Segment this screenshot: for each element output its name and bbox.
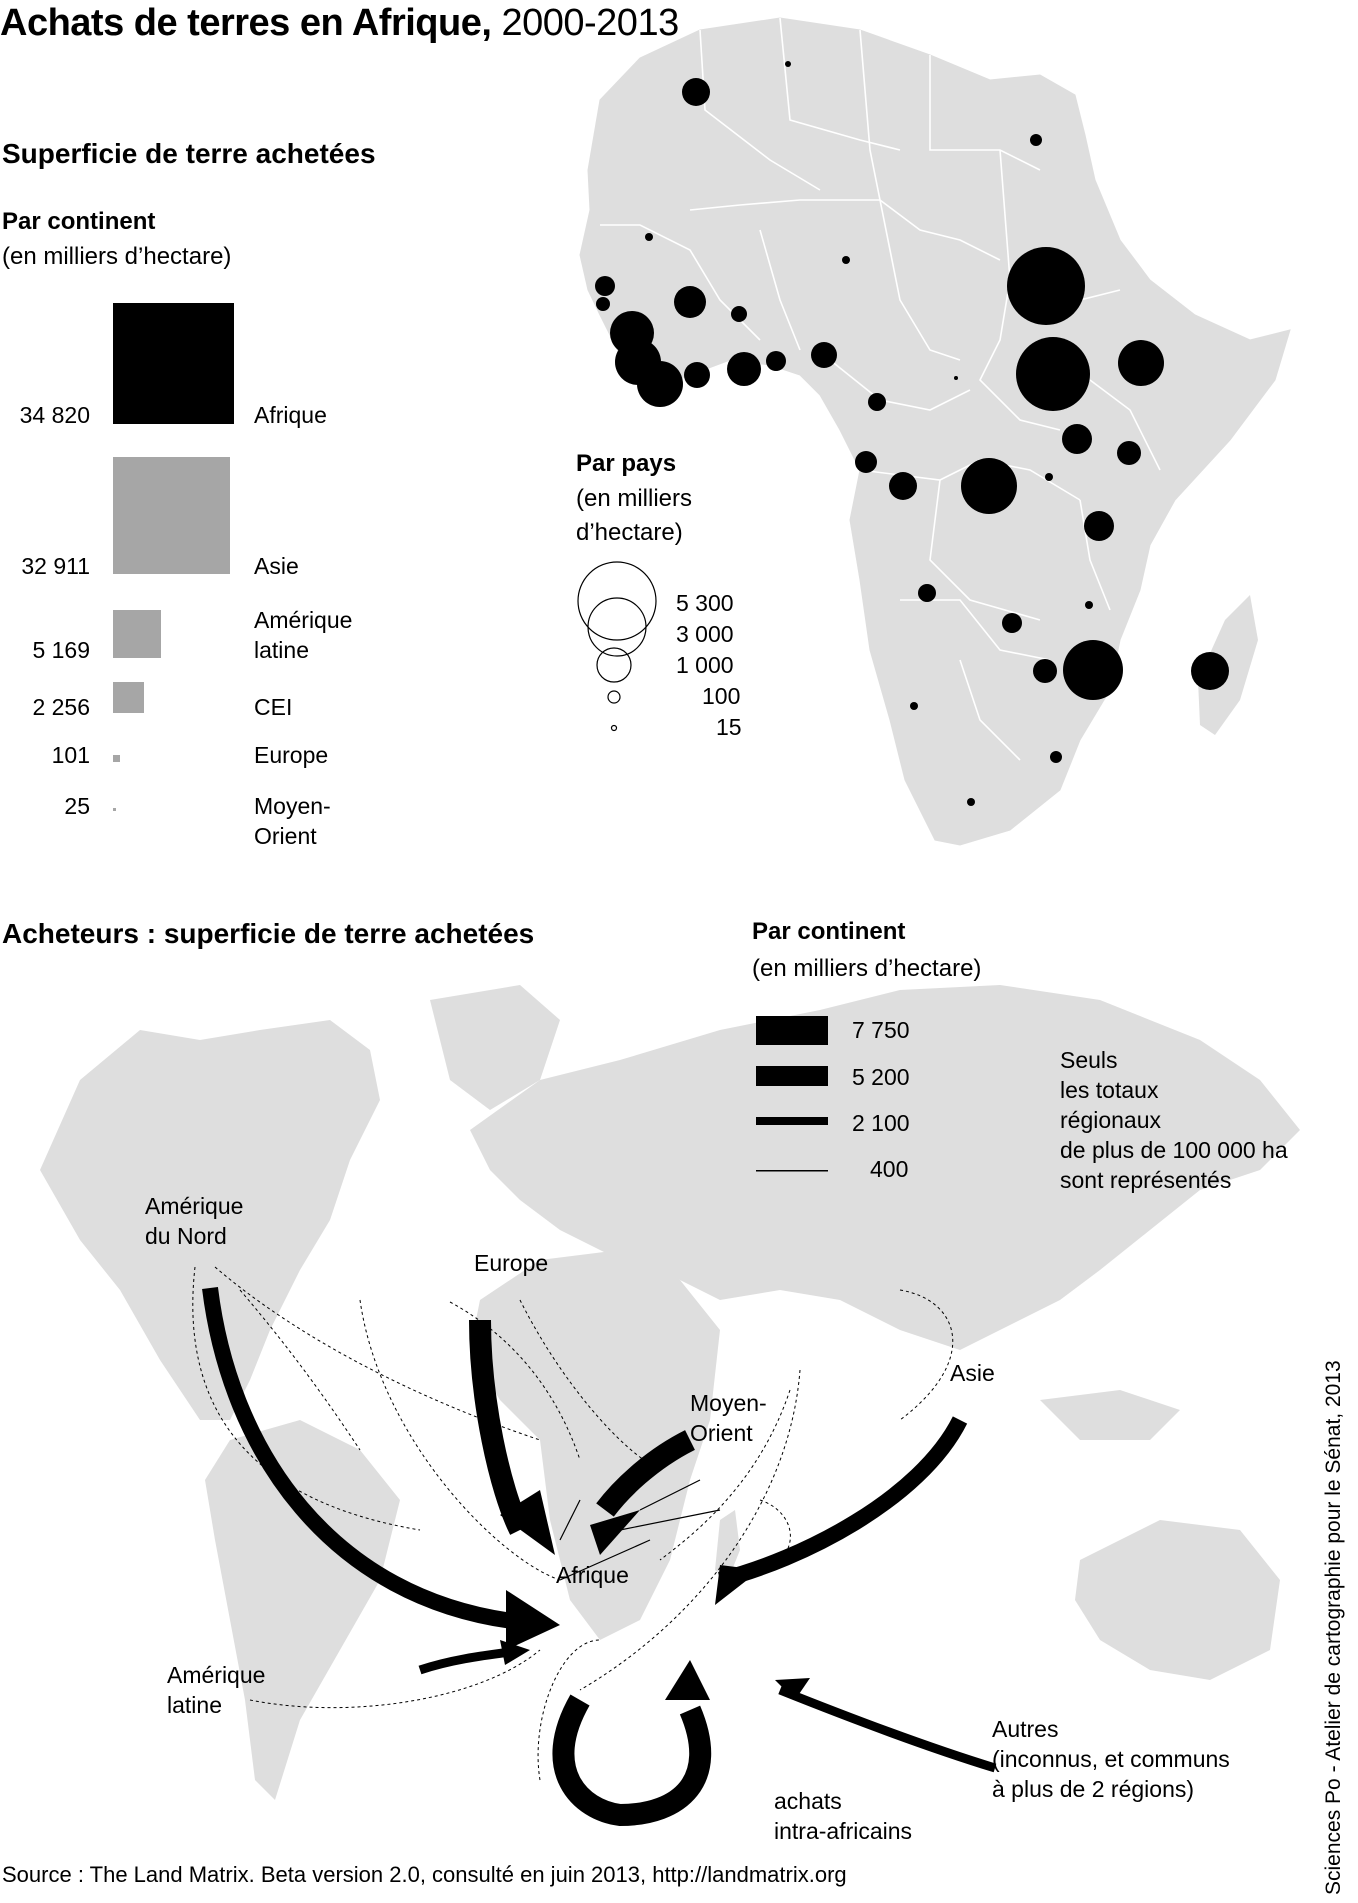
square-afrique bbox=[113, 303, 234, 424]
value-asie: 32 911 bbox=[21, 553, 90, 579]
country-legend-heading: Par pays bbox=[576, 450, 677, 477]
continent-legend-unit: (en milliers d’hectare) bbox=[2, 243, 232, 270]
flow-asie bbox=[718, 1416, 968, 1588]
label-moyen-orient-2: Orient bbox=[254, 823, 317, 849]
title-main: Achats de terres en Afrique, bbox=[0, 2, 492, 44]
africa-map bbox=[579, 17, 1291, 846]
label-afrique-flow: Afrique bbox=[556, 1562, 629, 1588]
flow-legend-label-5200: 5 200 bbox=[852, 1064, 910, 1090]
flow-amerique-latine bbox=[418, 1647, 511, 1675]
label-europe-flow: Europe bbox=[474, 1250, 549, 1276]
note-line-3: régionaux bbox=[1060, 1107, 1162, 1133]
flow-legend-400 bbox=[756, 1170, 828, 1172]
flow-legend-2100 bbox=[756, 1117, 828, 1125]
label-amerique-du-nord-1: Amérique bbox=[145, 1193, 244, 1219]
square-amerique-latine bbox=[113, 610, 161, 658]
label-amerique-latine-2: latine bbox=[254, 637, 309, 663]
small-flows bbox=[559, 1479, 721, 1581]
label-europe: Europe bbox=[254, 742, 329, 768]
arrow-heads bbox=[500, 1490, 810, 1700]
circle-legend-5300: 5 300 bbox=[676, 590, 734, 616]
value-europe: 101 bbox=[51, 742, 90, 768]
flow-legend-7750 bbox=[756, 1016, 828, 1045]
circle-legend-1000: 1 000 bbox=[676, 652, 734, 678]
square-europe bbox=[113, 755, 120, 762]
page-title: Achats de terres en Afrique, 2000-2013 bbox=[0, 2, 679, 45]
flow-amerique-du-nord bbox=[202, 1287, 521, 1630]
label-intra-1: achats bbox=[774, 1788, 842, 1814]
note-line-2: les totaux bbox=[1060, 1077, 1159, 1103]
source-note: Source : The Land Matrix. Beta version 2… bbox=[2, 1862, 847, 1887]
circle-legend-100: 100 bbox=[702, 683, 741, 709]
flow-legend-5200 bbox=[756, 1066, 828, 1086]
continent-legend-heading: Par continent bbox=[2, 208, 156, 235]
label-cei: CEI bbox=[254, 694, 293, 720]
flow-legend-heading: Par continent bbox=[752, 918, 906, 945]
square-cei bbox=[113, 682, 144, 713]
circle-size-legend bbox=[577, 561, 657, 732]
label-amerique-latine-flow-2: latine bbox=[167, 1692, 222, 1718]
note-line-1: Seuls bbox=[1060, 1047, 1118, 1073]
label-moyen-orient-flow-1: Moyen- bbox=[690, 1390, 767, 1416]
credit-note: Sciences Po - Atelier de cartographie po… bbox=[1322, 1360, 1345, 1895]
country-legend-unit-1: (en milliers bbox=[576, 485, 693, 512]
country-legend-unit-2: d’hectare) bbox=[576, 519, 683, 546]
world-map bbox=[40, 985, 1300, 1800]
value-afrique: 34 820 bbox=[19, 402, 90, 428]
label-autres-3: à plus de 2 régions) bbox=[992, 1776, 1195, 1802]
label-autres-2: (inconnus, et communs bbox=[992, 1746, 1230, 1772]
label-amerique-du-nord-2: du Nord bbox=[145, 1223, 227, 1249]
label-intra-2: intra-africains bbox=[774, 1818, 913, 1844]
label-moyen-orient-flow-2: Orient bbox=[690, 1420, 753, 1446]
title-years: 2000-2013 bbox=[501, 2, 679, 44]
flow-intra-africain bbox=[552, 1694, 712, 1827]
flow-legend-label-7750: 7 750 bbox=[852, 1017, 910, 1043]
label-autres-1: Autres bbox=[992, 1716, 1059, 1742]
section2-heading: Acheteurs : superficie de terre achetées bbox=[2, 918, 535, 949]
circle-legend-3000: 3 000 bbox=[676, 621, 734, 647]
flow-legend-label-2100: 2 100 bbox=[852, 1110, 910, 1136]
label-amerique-latine-1: Amérique bbox=[254, 607, 353, 633]
label-asie-flow: Asie bbox=[950, 1360, 995, 1386]
label-moyen-orient-1: Moyen- bbox=[254, 793, 331, 819]
section1-heading: Superficie de terre achetées bbox=[2, 138, 376, 169]
label-afrique: Afrique bbox=[254, 402, 327, 428]
circle-legend-15: 15 bbox=[716, 714, 742, 740]
value-amerique-latine: 5 169 bbox=[32, 637, 90, 663]
label-asie: Asie bbox=[254, 553, 299, 579]
label-amerique-latine-flow-1: Amérique bbox=[167, 1662, 266, 1688]
flow-moyen-orient bbox=[596, 1430, 696, 1517]
square-asie bbox=[113, 457, 230, 574]
value-moyen-orient: 25 bbox=[64, 793, 90, 819]
square-moyen-orient bbox=[113, 808, 116, 811]
flow-legend-unit: (en milliers d’hectare) bbox=[752, 955, 982, 982]
country-circles bbox=[595, 61, 1229, 806]
note-line-4: de plus de 100 000 ha bbox=[1060, 1137, 1288, 1163]
value-cei: 2 256 bbox=[32, 694, 90, 720]
flow-autres bbox=[778, 1685, 997, 1773]
note-line-5: sont représentés bbox=[1060, 1167, 1232, 1193]
flow-legend-label-400: 400 bbox=[870, 1156, 909, 1182]
